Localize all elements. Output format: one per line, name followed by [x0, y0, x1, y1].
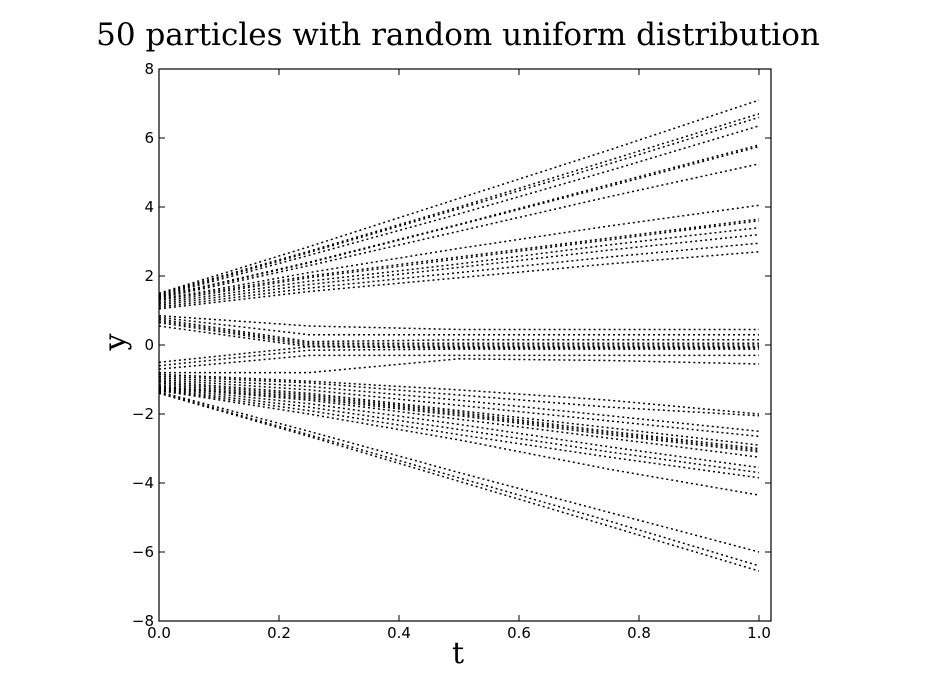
- particle-trajectory-19: [158, 321, 759, 346]
- y-tick-label: 6: [144, 129, 154, 147]
- particle-trajectory-26: [158, 375, 760, 417]
- particle-trajectory-20: [158, 325, 759, 348]
- x-tick-label: 0.4: [387, 624, 411, 642]
- y-tick-label: −4: [132, 474, 154, 492]
- particle-trajectory-37: [158, 389, 760, 496]
- particle-trajectory-30: [158, 382, 760, 450]
- x-tick-label: 0.8: [627, 624, 651, 642]
- particle-trajectory-11: [158, 226, 760, 305]
- x-tick-label: 0.6: [507, 624, 531, 642]
- particle-trajectory-27: [158, 377, 760, 433]
- particle-trajectory-31: [158, 383, 760, 451]
- particle-trajectory-39: [158, 391, 760, 567]
- y-tick-label: 8: [144, 60, 154, 78]
- particle-trajectory-16: [158, 316, 759, 336]
- particle-trajectory-12: [158, 233, 760, 307]
- particle-trajectory-24: [159, 358, 760, 374]
- particle-trajectory-25: [158, 373, 760, 415]
- particle-trajectory-14: [158, 251, 760, 310]
- particle-trajectory-36: [158, 389, 760, 479]
- particle-trajectory-15: [158, 314, 759, 331]
- y-tick-label: −2: [132, 405, 154, 423]
- particle-trajectory-28: [158, 378, 760, 438]
- y-tick-label: 0: [144, 336, 154, 354]
- particle-trajectory-40: [158, 392, 760, 572]
- x-tick-label: 0.0: [147, 624, 171, 642]
- particle-trajectory-10: [158, 220, 760, 303]
- x-axis-ticks: 0.0 0.2 0.4 0.6 0.8 1.0: [147, 69, 771, 642]
- particle-trajectory-4: [158, 125, 760, 297]
- y-axis-ticks: 8 6 4 2 0 −2 −4 −6 −8: [132, 60, 771, 630]
- particle-trajectory-35: [158, 388, 760, 474]
- particle-trajectory-5: [158, 144, 760, 298]
- particle-trajectory-23: [158, 354, 759, 370]
- y-tick-label: −6: [132, 543, 154, 561]
- trajectory-group: [158, 99, 760, 572]
- y-tick-label: −8: [132, 612, 154, 630]
- particle-trajectory-32: [158, 385, 760, 453]
- y-tick-label: 4: [144, 198, 154, 216]
- particle-trajectory-18: [158, 320, 759, 345]
- particle-trajectory-21: [158, 345, 759, 364]
- particle-trajectory-22: [158, 348, 759, 367]
- particle-trajectory-9: [158, 218, 760, 301]
- particle-trajectory-2: [158, 113, 760, 295]
- particle-trajectory-6: [158, 145, 760, 299]
- particle-trajectory-13: [158, 242, 760, 308]
- x-tick-label: 0.2: [267, 624, 291, 642]
- particle-trajectory-8: [158, 204, 760, 301]
- particle-trajectory-3: [158, 116, 760, 296]
- particle-trajectory-33: [158, 386, 760, 458]
- chart-title: 50 particles with random uniform distrib…: [96, 17, 820, 53]
- x-axis-label: t: [452, 636, 464, 671]
- y-tick-label: 2: [144, 267, 154, 285]
- particle-trajectory-29: [158, 380, 760, 446]
- x-tick-label: 1.0: [747, 624, 771, 642]
- y-axis-label: y: [98, 333, 133, 351]
- particle-trajectory-38: [158, 390, 760, 553]
- particle-trajectory-17: [158, 318, 759, 343]
- particle-trajectory-34: [158, 387, 760, 469]
